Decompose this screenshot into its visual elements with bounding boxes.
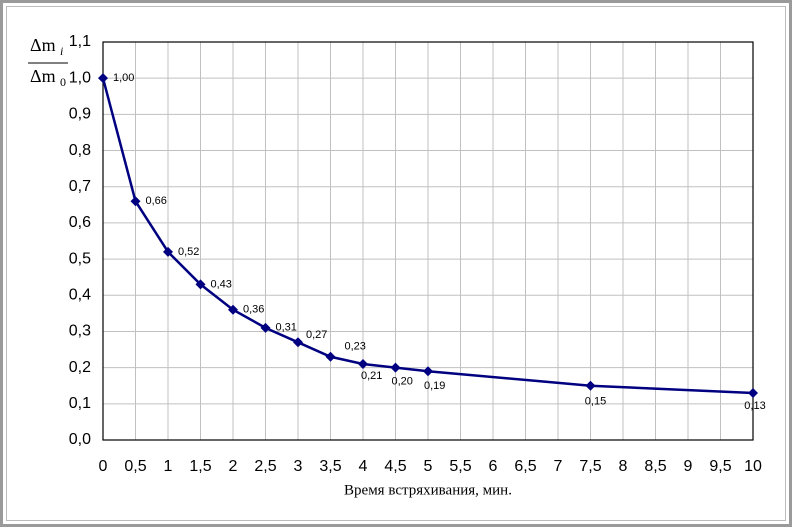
x-tick-label: 5,5 [449, 458, 471, 475]
y-tick-label: 0,5 [69, 250, 91, 267]
value-label: 0,31 [276, 322, 297, 334]
y-tick-label: 0,9 [69, 106, 91, 123]
y-tick-label: 0,2 [69, 359, 91, 376]
value-label: 0,21 [361, 370, 382, 382]
y-tick-label: 0,6 [69, 214, 91, 231]
y-label-denominator: Δm [30, 66, 56, 86]
value-label: 0,36 [243, 304, 264, 316]
value-label: 0,20 [392, 376, 413, 388]
x-tick-label: 6 [489, 458, 498, 475]
x-tick-label: 8,5 [644, 458, 666, 475]
x-tick-label: 10 [744, 458, 762, 475]
x-tick-label: 9 [684, 458, 693, 475]
data-point [358, 359, 368, 370]
x-tick-label: 2,5 [254, 458, 276, 475]
y-tick-label: 0,7 [69, 178, 91, 195]
y-label-numerator-sub: i [60, 44, 63, 58]
x-tick-label: 4,5 [384, 458, 406, 475]
y-tick-label: 0,0 [69, 431, 91, 448]
data-point [293, 337, 303, 348]
value-label: 0,27 [306, 329, 327, 341]
y-tick-label: 0,1 [69, 395, 91, 412]
x-tick-label: 3,5 [319, 458, 341, 475]
y-axis-title: Δm i Δm 0 [28, 35, 68, 89]
data-point [130, 196, 141, 207]
data-point [98, 73, 108, 84]
value-label: 1,00 [113, 72, 134, 84]
x-tick-label: 3 [294, 458, 303, 475]
y-tick-label: 1,1 [69, 33, 91, 50]
x-tick-label: 7,5 [579, 458, 601, 475]
y-tick-label: 1,0 [69, 69, 91, 86]
x-tick-label: 4 [359, 458, 368, 475]
value-label: 0,19 [424, 380, 445, 392]
data-point [585, 380, 596, 391]
data-point [390, 362, 401, 373]
value-label: 0,13 [744, 400, 765, 412]
x-tick-label: 2 [229, 458, 238, 475]
x-tick-label: 6,5 [514, 458, 536, 475]
x-tick-label: 1 [164, 458, 173, 475]
value-label: 0,66 [146, 195, 167, 207]
x-tick-label: 0 [99, 458, 108, 475]
data-point [195, 279, 206, 290]
data-point [260, 322, 271, 333]
data-point [748, 387, 758, 398]
plot-frame [102, 41, 754, 441]
data-point [325, 351, 336, 362]
y-label-denominator-sub: 0 [60, 75, 66, 89]
value-label: 0,52 [178, 246, 199, 258]
data-point [163, 246, 173, 257]
x-tick-label: 8 [619, 458, 628, 475]
data-point [423, 366, 433, 377]
y-tick-label: 0,3 [69, 323, 91, 340]
value-label: 0,23 [345, 341, 366, 353]
x-tick-label: 5 [424, 458, 433, 475]
x-tick-label: 1,5 [189, 458, 211, 475]
data-point [228, 304, 238, 315]
x-tick-label: 9,5 [709, 458, 731, 475]
value-label: 0,43 [211, 278, 232, 290]
x-axis-title: Время встряхивания, мин. [344, 482, 512, 498]
x-tick-label: 7 [554, 458, 563, 475]
y-tick-label: 0,8 [69, 142, 91, 159]
x-tick-label: 0,5 [124, 458, 146, 475]
y-tick-label: 0,4 [69, 286, 91, 303]
value-label: 0,15 [585, 396, 606, 408]
inner-frame [6, 6, 786, 521]
y-label-numerator: Δm [30, 35, 56, 55]
